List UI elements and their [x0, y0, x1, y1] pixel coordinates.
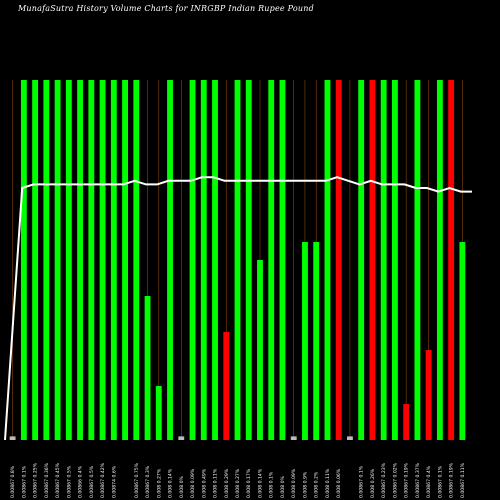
x-tick-label: 0.00867 0.3%: [145, 465, 151, 498]
volume-bar: [425, 350, 432, 440]
x-tick-label: 0.008 0.14%: [257, 468, 263, 498]
volume-bar: [122, 80, 128, 440]
volume-bar: [358, 80, 365, 440]
volume-bar: [414, 80, 421, 440]
x-tick-label: 0.008 0.49%: [201, 468, 207, 498]
volume-bar: [99, 80, 106, 440]
volume-bar: [20, 80, 27, 440]
volume-bar: [335, 80, 342, 440]
chart-title: MunafaSutra History Volume Charts for IN…: [18, 4, 314, 13]
x-tick-label: 0.008 0.09%: [190, 468, 196, 498]
volume-bar: [290, 436, 297, 440]
volume-bar: [167, 80, 173, 440]
x-tick-label: 0.008 0.2%: [314, 471, 320, 498]
volume-bar: [65, 80, 72, 440]
volume-bar: [324, 80, 331, 440]
volume-bar: [347, 436, 353, 440]
x-tick-label: 0.00867 0.1%: [359, 465, 365, 498]
x-tick-label: 0.00867 0.4%: [426, 465, 432, 498]
x-tick-label: 0.008 0.27%: [235, 468, 241, 498]
x-tick-label: 0.008 0.29%: [224, 468, 230, 498]
x-tick-label: 0.00867 0.25%: [33, 462, 39, 498]
x-tick-label: 0.008 0.1%: [269, 471, 275, 498]
volume-bar: [133, 80, 140, 440]
x-tick-label: 0.008 0.14%: [168, 468, 174, 498]
volume-bar: [313, 242, 320, 440]
x-tick-label: 0.008 0.11%: [325, 468, 331, 498]
volume-bar: [403, 404, 410, 440]
volume-bar: [279, 80, 286, 440]
x-tick-label: 0.00867 0.1%: [437, 465, 443, 498]
x-tick-label: 0.008 0.26%: [370, 468, 376, 498]
volume-bar: [54, 80, 61, 440]
x-tick-label: 0.00867 0.37%: [415, 462, 421, 498]
x-tick-label: 0.00867 0.36%: [44, 462, 50, 498]
volume-bar: [178, 436, 185, 440]
volume-bar: [268, 80, 275, 440]
volume-bar: [9, 436, 16, 440]
x-tick-label: 0.00866 0.4%: [78, 465, 84, 498]
x-tick-label: 0.00867 0.5%: [66, 465, 72, 498]
x-tick-label: 0.008 0.9%: [302, 471, 308, 498]
x-tick-label: 0.00867 0.75%: [134, 462, 140, 498]
x-tick-label: 0.00867 0.45%: [55, 462, 61, 498]
x-tick-label: 0.008 0.11%: [213, 468, 219, 498]
x-tick-label: 0.00867 0.19%: [404, 462, 410, 498]
volume-bar: [302, 242, 308, 440]
volume-bars: [9, 80, 466, 440]
volume-bar: [200, 80, 207, 440]
x-tick-label: 0.00867 0.5%: [89, 465, 95, 498]
x-tick-label: 0.008 0.27%: [156, 468, 162, 498]
volume-bar: [257, 260, 263, 440]
x-tick-label: 0.00874 0.6%: [111, 465, 117, 498]
volume-bar: [234, 80, 241, 440]
volume-bar: [43, 80, 50, 440]
x-tick-label: 0.00867 0.42%: [100, 462, 106, 498]
volume-bar: [110, 80, 117, 440]
x-tick-label: 0.008 0.06%: [336, 468, 342, 498]
x-tick-label: 0.008 0%: [179, 475, 185, 498]
x-tick-label: 0.008 0.17%: [246, 468, 252, 498]
volume-bar: [369, 80, 376, 440]
x-tick-label: 0.00867 0.11%: [460, 462, 466, 498]
volume-bar: [212, 80, 218, 440]
volume-bar: [448, 80, 455, 440]
volume-bar: [245, 80, 252, 440]
x-tick-label: 0.00867 0.8%: [10, 465, 16, 498]
volume-bar: [189, 80, 196, 440]
x-tick-label: 0.00867 0.19%: [449, 462, 455, 498]
x-tick-label: 0.00867 0.02%: [392, 462, 398, 498]
x-tick-labels: 0.00867 0.8% 0.00867 0.1% 0.00867 0.25% 0.0…: [10, 462, 466, 498]
volume-bar: [32, 80, 39, 440]
volume-bar: [380, 80, 387, 440]
volume-bar: [436, 80, 443, 440]
volume-bar: [155, 386, 162, 440]
price-line: [4, 176, 472, 441]
x-tick-label: 0.00867 0.23%: [381, 462, 387, 498]
volume-bar: [223, 332, 230, 440]
volume-bar: [459, 242, 466, 440]
volume-bar: [144, 296, 151, 440]
x-tick-label: 0.008 0%: [280, 475, 286, 498]
x-tick-label: 0.008 0.09%: [291, 468, 297, 498]
volume-bar: [77, 80, 84, 440]
price-line-layer: [4, 176, 472, 441]
volume-bar: [391, 80, 398, 440]
volume-bar: [88, 80, 95, 440]
x-tick-label: 0.00867 0.1%: [21, 465, 27, 498]
